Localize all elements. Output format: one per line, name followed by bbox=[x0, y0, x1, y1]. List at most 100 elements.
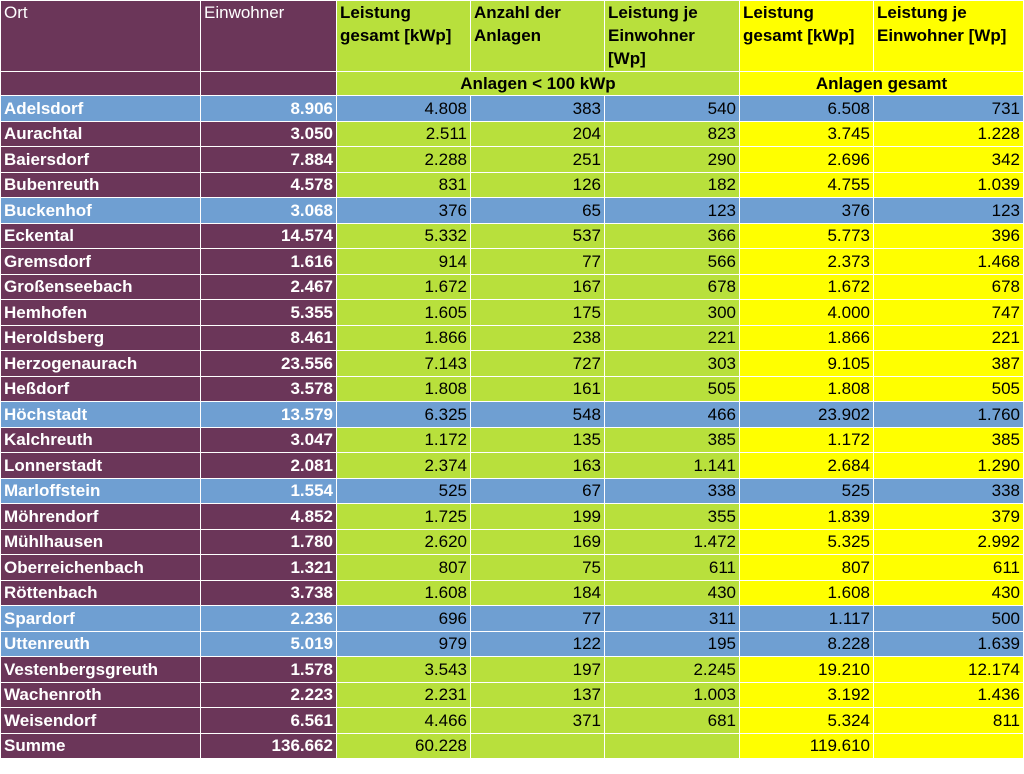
cell-leistung-je-einwohner: 221 bbox=[604, 324, 740, 351]
cell-leistung-gesamt-total: 807 bbox=[739, 554, 874, 581]
cell-leistung-je-einwohner-total: 396 bbox=[873, 222, 1024, 249]
cell-anzahl-anlagen: 122 bbox=[470, 630, 605, 657]
cell-leistung-je-einwohner: 1.472 bbox=[604, 528, 740, 555]
cell-leistung-je-einwohner-total: 611 bbox=[873, 554, 1024, 581]
header-anzahl-anlagen: Anzahl der Anlagen bbox=[470, 0, 605, 72]
table-row: Höchstadt 13.579 6.325 548 466 23.902 1.760 bbox=[0, 401, 1024, 428]
table-row: Heroldsberg 8.461 1.866 238 221 1.866 221 bbox=[0, 324, 1024, 351]
cell-leistung-je-einwohner: 2.245 bbox=[604, 656, 740, 683]
cell-ort: Heroldsberg bbox=[0, 324, 201, 351]
cell-leistung-je-einwohner-total: 387 bbox=[873, 350, 1024, 377]
cell-einwohner: 1.321 bbox=[200, 554, 337, 581]
cell-leistung-gesamt-total: 1.808 bbox=[739, 375, 874, 402]
cell-einwohner: 2.081 bbox=[200, 452, 337, 479]
cell-leistung-gesamt-total: 5.325 bbox=[739, 528, 874, 555]
table-row: Röttenbach 3.738 1.608 184 430 1.608 430 bbox=[0, 579, 1024, 606]
cell-leistung-gesamt: 2.511 bbox=[336, 120, 471, 147]
table-row: Buckenhof 3.068 376 65 123 376 123 bbox=[0, 197, 1024, 224]
cell-einwohner: 2.467 bbox=[200, 273, 337, 300]
cell-leistung-je-einwohner-total: 123 bbox=[873, 197, 1024, 224]
cell-leistung-je-einwohner-total: 1.468 bbox=[873, 248, 1024, 275]
cell-ort: Röttenbach bbox=[0, 579, 201, 606]
summary-je-einwohner-gesamt-blank bbox=[873, 732, 1024, 759]
cell-leistung-gesamt-total: 5.773 bbox=[739, 222, 874, 249]
cell-leistung-je-einwohner: 430 bbox=[604, 579, 740, 606]
summary-label: Summe bbox=[0, 732, 201, 759]
table-row: Kalchreuth 3.047 1.172 135 385 1.172 385 bbox=[0, 426, 1024, 453]
cell-leistung-gesamt-total: 4.000 bbox=[739, 299, 874, 326]
cell-leistung-je-einwohner-total: 379 bbox=[873, 503, 1024, 530]
table-row: Aurachtal 3.050 2.511 204 823 3.745 1.228 bbox=[0, 120, 1024, 147]
cell-ort: Heßdorf bbox=[0, 375, 201, 402]
cell-ort: Großenseebach bbox=[0, 273, 201, 300]
cell-leistung-je-einwohner-total: 505 bbox=[873, 375, 1024, 402]
cell-leistung-je-einwohner-total: 1.436 bbox=[873, 681, 1024, 708]
cell-ort: Kalchreuth bbox=[0, 426, 201, 453]
cell-leistung-gesamt: 1.172 bbox=[336, 426, 471, 453]
cell-leistung-je-einwohner-total: 747 bbox=[873, 299, 1024, 326]
cell-ort: Höchstadt bbox=[0, 401, 201, 428]
cell-anzahl-anlagen: 537 bbox=[470, 222, 605, 249]
cell-leistung-je-einwohner-total: 731 bbox=[873, 95, 1024, 122]
cell-leistung-je-einwohner-total: 678 bbox=[873, 273, 1024, 300]
cell-einwohner: 1.616 bbox=[200, 248, 337, 275]
cell-leistung-je-einwohner: 182 bbox=[604, 171, 740, 198]
cell-leistung-gesamt-total: 1.608 bbox=[739, 579, 874, 606]
cell-leistung-je-einwohner-total: 1.760 bbox=[873, 401, 1024, 428]
cell-ort: Wachenroth bbox=[0, 681, 201, 708]
cell-anzahl-anlagen: 383 bbox=[470, 95, 605, 122]
cell-leistung-gesamt-total: 9.105 bbox=[739, 350, 874, 377]
cell-leistung-je-einwohner: 290 bbox=[604, 146, 740, 173]
cell-einwohner: 4.852 bbox=[200, 503, 337, 530]
cell-leistung-je-einwohner-total: 221 bbox=[873, 324, 1024, 351]
cell-einwohner: 8.461 bbox=[200, 324, 337, 351]
cell-einwohner: 3.578 bbox=[200, 375, 337, 402]
cell-einwohner: 3.050 bbox=[200, 120, 337, 147]
header-leistung-je-einwohner-total: Leistung je Einwohner [Wp] bbox=[873, 0, 1024, 72]
cell-ort: Buckenhof bbox=[0, 197, 201, 224]
cell-einwohner: 6.561 bbox=[200, 707, 337, 734]
cell-leistung-gesamt-total: 3.745 bbox=[739, 120, 874, 147]
cell-anzahl-anlagen: 169 bbox=[470, 528, 605, 555]
cell-leistung-gesamt-total: 525 bbox=[739, 477, 874, 504]
cell-leistung-gesamt-total: 3.192 bbox=[739, 681, 874, 708]
table-row: Großenseebach 2.467 1.672 167 678 1.672 678 bbox=[0, 273, 1024, 300]
cell-ort: Baiersdorf bbox=[0, 146, 201, 173]
cell-leistung-gesamt: 1.725 bbox=[336, 503, 471, 530]
cell-leistung-gesamt: 979 bbox=[336, 630, 471, 657]
cell-leistung-je-einwohner-total: 385 bbox=[873, 426, 1024, 453]
cell-anzahl-anlagen: 67 bbox=[470, 477, 605, 504]
cell-einwohner: 8.906 bbox=[200, 95, 337, 122]
cell-leistung-gesamt-total: 2.696 bbox=[739, 146, 874, 173]
cell-leistung-gesamt-total: 5.324 bbox=[739, 707, 874, 734]
cell-einwohner: 2.236 bbox=[200, 605, 337, 632]
cell-einwohner: 7.884 bbox=[200, 146, 337, 173]
summary-leistung-gesamt: 119.610 bbox=[739, 732, 874, 759]
cell-leistung-gesamt-total: 1.839 bbox=[739, 503, 874, 530]
cell-leistung-gesamt: 5.332 bbox=[336, 222, 471, 249]
cell-ort: Mühlhausen bbox=[0, 528, 201, 555]
cell-einwohner: 3.047 bbox=[200, 426, 337, 453]
cell-leistung-gesamt-total: 1.117 bbox=[739, 605, 874, 632]
cell-anzahl-anlagen: 77 bbox=[470, 605, 605, 632]
cell-anzahl-anlagen: 65 bbox=[470, 197, 605, 224]
cell-ort: Vestenbergsgreuth bbox=[0, 656, 201, 683]
cell-ort: Marloffstein bbox=[0, 477, 201, 504]
summary-anzahl-blank bbox=[470, 732, 605, 759]
table-header: Ort Einwohner Leistung gesamt [kWp] Anza… bbox=[0, 0, 1024, 96]
cell-leistung-je-einwohner: 303 bbox=[604, 350, 740, 377]
cell-leistung-gesamt-total: 4.755 bbox=[739, 171, 874, 198]
cell-leistung-je-einwohner: 366 bbox=[604, 222, 740, 249]
cell-leistung-je-einwohner: 678 bbox=[604, 273, 740, 300]
cell-anzahl-anlagen: 175 bbox=[470, 299, 605, 326]
cell-leistung-gesamt: 4.466 bbox=[336, 707, 471, 734]
cell-anzahl-anlagen: 199 bbox=[470, 503, 605, 530]
table-row: Möhrendorf 4.852 1.725 199 355 1.839 379 bbox=[0, 503, 1024, 530]
cell-leistung-je-einwohner: 681 bbox=[604, 707, 740, 734]
cell-leistung-gesamt-total: 1.866 bbox=[739, 324, 874, 351]
cell-anzahl-anlagen: 126 bbox=[470, 171, 605, 198]
table-row: Eckental 14.574 5.332 537 366 5.773 396 bbox=[0, 222, 1024, 249]
cell-einwohner: 3.068 bbox=[200, 197, 337, 224]
cell-leistung-je-einwohner: 611 bbox=[604, 554, 740, 581]
cell-anzahl-anlagen: 238 bbox=[470, 324, 605, 351]
